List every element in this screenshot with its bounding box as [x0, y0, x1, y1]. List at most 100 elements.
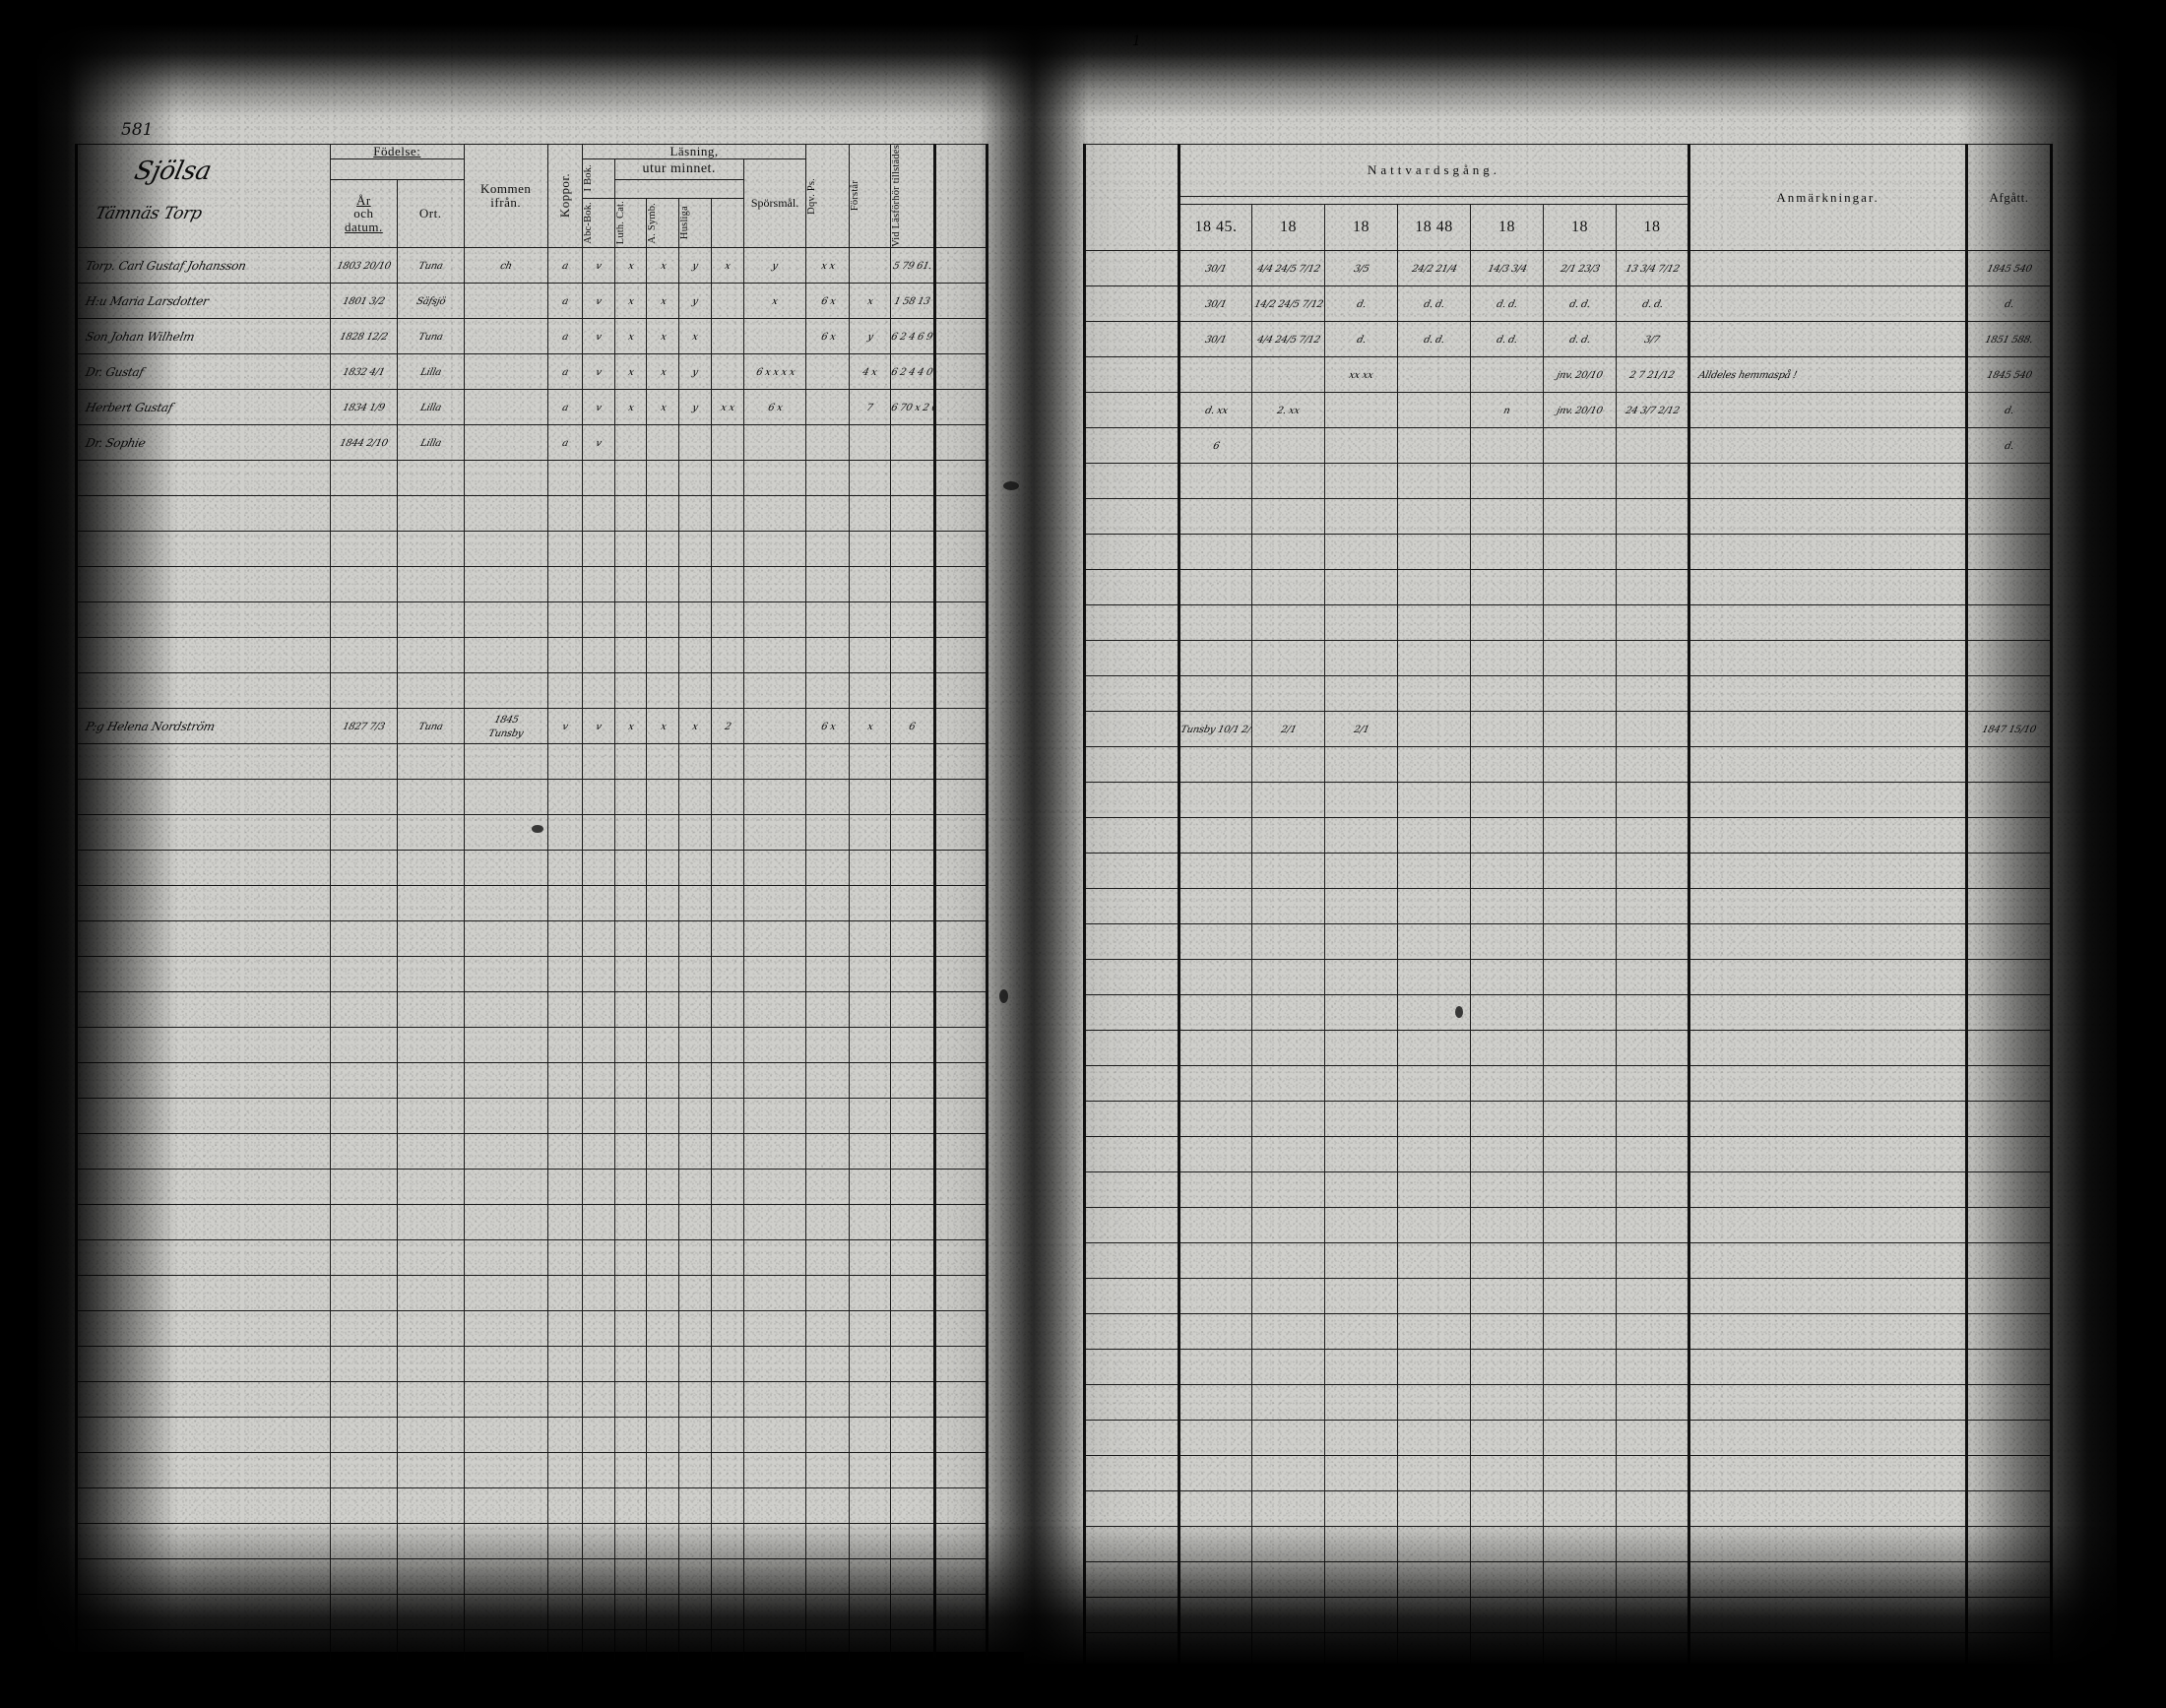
cell-communion: 13 3/4 7/12	[1615, 250, 1690, 286]
table-row	[75, 459, 988, 496]
cell-spare	[934, 1168, 988, 1205]
cell-moved-from	[463, 565, 548, 602]
cell-moved-from	[463, 1132, 548, 1170]
cell-birth-year: 1834 1/9	[330, 388, 398, 425]
cell-communion	[1615, 534, 1690, 570]
cell-birth-year	[330, 1628, 398, 1666]
cell-departed	[1965, 463, 2054, 499]
cell-reading-mark	[678, 849, 712, 886]
cell-reading-mark: v	[581, 317, 615, 354]
luther-cat-header: Luth. Cat.	[613, 197, 648, 248]
cell-reading-mark: x	[613, 707, 648, 744]
cell-birth-place: Lilla	[396, 423, 465, 461]
cell-communion	[1615, 746, 1690, 783]
cell-reading-mark	[646, 884, 680, 921]
ink-blot	[1455, 1006, 1463, 1018]
cell-reading-mark	[581, 1026, 615, 1063]
cell-attendance	[889, 423, 937, 461]
table-row	[1083, 1171, 2054, 1208]
cell-reading-mark	[613, 1274, 648, 1311]
cell-reading-mark	[678, 494, 712, 532]
table-row	[1083, 1561, 2054, 1598]
cell-birth-place	[396, 494, 465, 532]
cell-reading-mark	[646, 1238, 680, 1276]
cell-communion	[1397, 1065, 1471, 1102]
table-row	[75, 1557, 988, 1595]
cell-communion	[1543, 1384, 1617, 1421]
cell-birth-year	[330, 530, 398, 567]
cell-spare-left	[1083, 959, 1179, 995]
cell-birth-year: 1844 2/10	[330, 423, 398, 461]
cell-reading-mark: x	[711, 246, 744, 284]
cell-communion	[1470, 853, 1544, 889]
cell-communion	[1178, 1632, 1252, 1669]
cell-name: Torp. Carl Gustaf Johansson	[75, 246, 331, 284]
cell-communion: d. d.	[1470, 285, 1544, 322]
cell-reading-mark: x	[742, 282, 807, 319]
table-row	[75, 601, 988, 638]
cell-communion	[1543, 1242, 1617, 1279]
cell-remark	[1688, 1136, 1968, 1172]
table-row	[1083, 853, 2054, 889]
right-header-row-1: Nattvardsgång. Anmärkningar. Afgått.	[1083, 144, 2054, 251]
cell-communion	[1397, 817, 1471, 854]
cell-remark	[1688, 711, 1968, 747]
cell-smallpox	[546, 1593, 583, 1630]
cell-communion	[1470, 534, 1544, 570]
cell-forstar	[849, 1380, 891, 1418]
cell-communion	[1397, 1242, 1471, 1279]
cell-communion: 3/7	[1615, 321, 1690, 357]
cell-birth-place	[396, 1132, 465, 1170]
cell-spare	[934, 282, 988, 319]
cell-forstar	[849, 1061, 891, 1099]
cell-reading-mark	[711, 1097, 744, 1134]
cell-communion	[1470, 1030, 1544, 1066]
cell-communion	[1543, 888, 1617, 924]
table-row	[1083, 817, 2054, 854]
cell-reading-mark	[711, 1557, 744, 1595]
cell-name	[75, 884, 331, 921]
cell-communion	[1470, 959, 1544, 995]
cell-communion	[1324, 1561, 1398, 1598]
cell-remark	[1688, 640, 1968, 676]
cell-communion	[1324, 888, 1398, 924]
cell-name	[75, 1026, 331, 1063]
cell-spare-left	[1083, 392, 1179, 428]
cell-communion	[1324, 1101, 1398, 1137]
cell-reading-mark	[711, 778, 744, 815]
table-row: Dr. Gustaf 1832 4/1 Lilla a v x x y 6 x x x x 4 x…	[75, 352, 988, 390]
cell-attendance	[889, 990, 937, 1028]
cell-smallpox	[546, 530, 583, 567]
cell-birth-year	[330, 1451, 398, 1488]
cell-communion: 30/1	[1178, 250, 1252, 286]
cell-reading-mark	[742, 1345, 807, 1382]
cell-spare	[934, 778, 988, 815]
cell-reading-mark	[678, 1557, 712, 1595]
cell-birth-year	[330, 955, 398, 992]
cell-reading-mark	[711, 1522, 744, 1559]
cell-smallpox	[546, 990, 583, 1028]
cell-remark	[1688, 321, 1968, 357]
folio-number: 581	[121, 120, 154, 140]
cell-reading-mark	[581, 636, 615, 673]
cell-reading-mark	[646, 494, 680, 532]
cell-reading-mark	[711, 919, 744, 957]
cell-reading-mark	[581, 1132, 615, 1170]
cell-communion	[1543, 675, 1617, 712]
cell-remark	[1688, 604, 1968, 641]
cell-communion	[1615, 1597, 1690, 1633]
cell-communion	[1543, 463, 1617, 499]
cell-spare-left	[1083, 1313, 1179, 1350]
cell-name	[75, 1274, 331, 1311]
cell-spare-left	[1083, 356, 1179, 393]
cell-reading-mark	[646, 1593, 680, 1630]
cell-moved-from	[463, 1345, 548, 1382]
cell-spare-left	[1083, 1242, 1179, 1279]
cell-reading-mark	[646, 849, 680, 886]
cell-departed	[1965, 994, 2054, 1031]
cell-communion	[1543, 1065, 1617, 1102]
cell-reading-mark	[742, 636, 807, 673]
cell-reading-mark	[805, 1345, 850, 1382]
cell-reading-mark	[678, 742, 712, 780]
cell-spare-left	[1083, 1561, 1179, 1598]
